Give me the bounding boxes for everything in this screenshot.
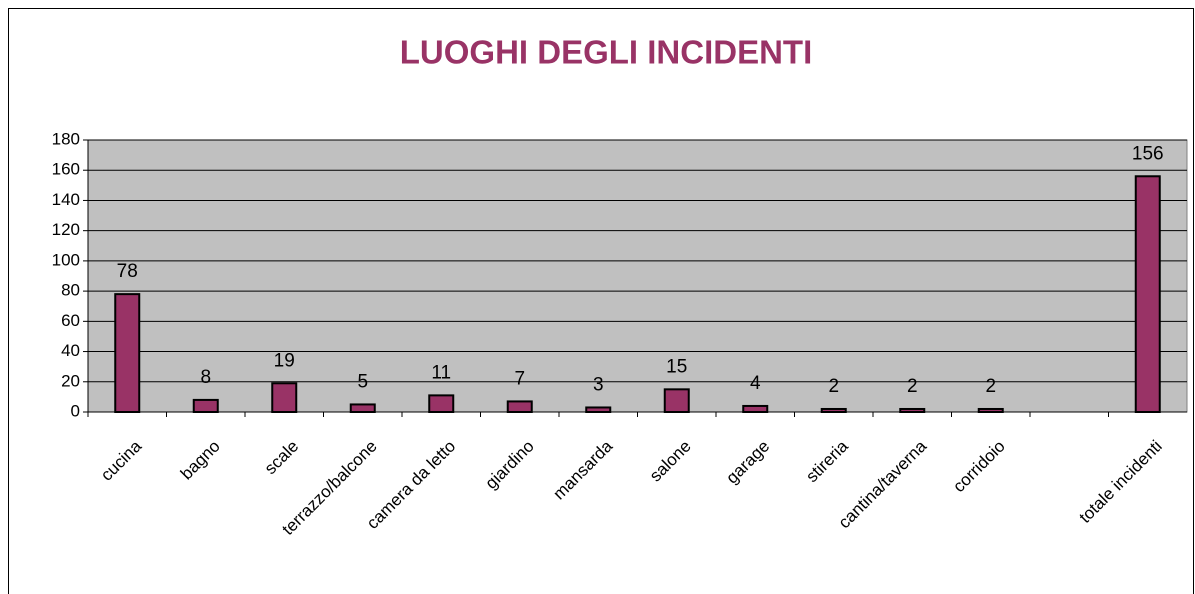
bar [506,400,533,413]
y-tick-label: 100 [52,250,80,269]
value-label: 7 [514,368,525,389]
bar [192,398,219,413]
value-label: 2 [828,376,839,397]
bar [114,293,141,413]
value-label: 3 [593,374,604,395]
y-tick-label: 160 [52,160,80,179]
plot-area [87,139,1188,413]
bar [899,407,926,414]
bar [349,403,376,414]
y-tick-label: 40 [61,341,80,360]
y-tick-label: 140 [52,190,80,209]
bar [271,382,298,413]
value-label: 2 [985,376,996,397]
value-label: 19 [274,350,295,371]
y-tick-label: 180 [52,129,80,148]
value-label: 8 [200,367,211,388]
value-label: 5 [357,371,368,392]
y-tick-label: 0 [71,401,80,420]
bar [663,388,690,414]
value-label: 2 [907,376,918,397]
chart-title: LUOGHI DEGLI INCIDENTI [400,34,813,71]
bar [977,407,1004,414]
value-label: 15 [666,356,687,377]
y-tick-label: 20 [61,371,80,390]
bar [585,406,612,414]
bar [820,407,847,414]
bar [742,404,769,414]
bar [1134,175,1161,413]
bar [428,394,455,413]
value-label: 78 [117,261,138,282]
value-label: 156 [1132,143,1164,164]
value-label: 4 [750,373,761,394]
value-label: 11 [431,362,451,383]
y-tick-label: 80 [61,281,80,300]
y-tick-label: 120 [52,220,80,239]
y-tick-label: 60 [61,311,80,330]
